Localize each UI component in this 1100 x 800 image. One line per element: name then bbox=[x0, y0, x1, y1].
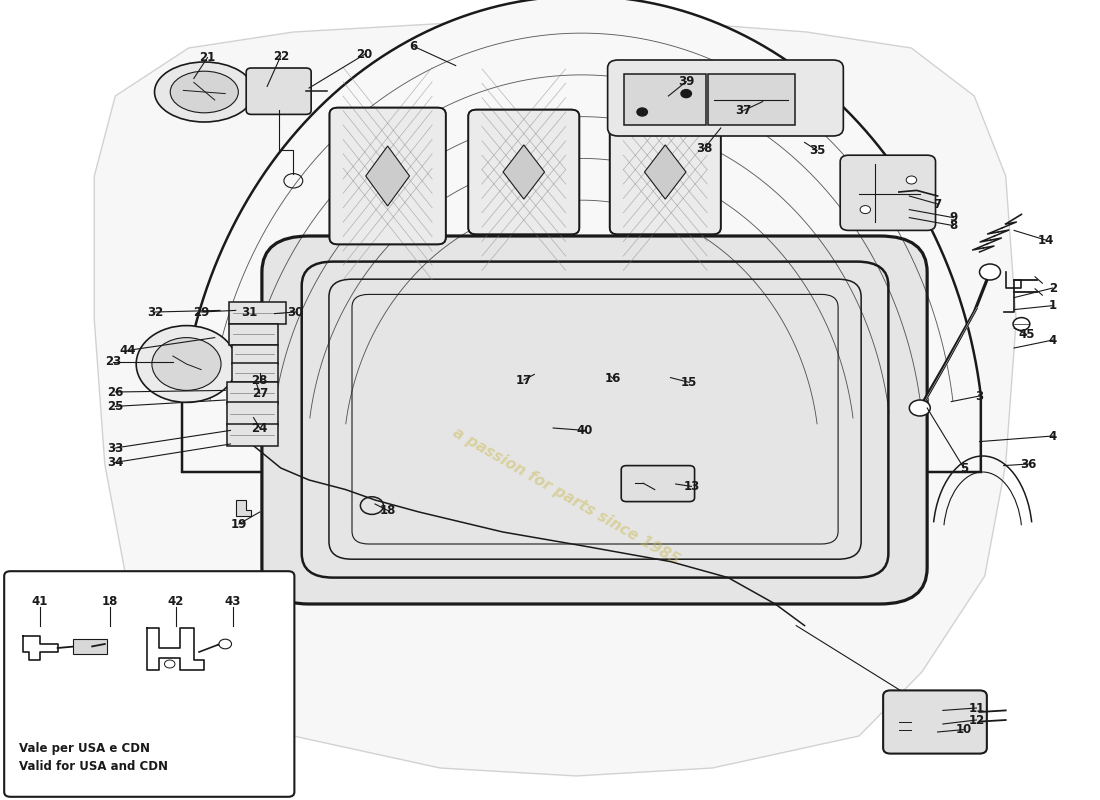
Circle shape bbox=[681, 90, 692, 98]
Text: 24: 24 bbox=[252, 422, 268, 434]
Text: 1: 1 bbox=[1048, 299, 1057, 312]
Text: 20: 20 bbox=[356, 48, 373, 61]
FancyBboxPatch shape bbox=[4, 571, 295, 797]
Text: 37: 37 bbox=[736, 104, 752, 117]
Text: 5: 5 bbox=[959, 462, 968, 474]
FancyBboxPatch shape bbox=[330, 108, 446, 245]
Text: 33: 33 bbox=[107, 442, 123, 454]
Text: 4: 4 bbox=[1048, 430, 1057, 442]
Text: 23: 23 bbox=[104, 355, 121, 368]
Text: 16: 16 bbox=[605, 372, 621, 385]
Text: 2: 2 bbox=[1048, 282, 1057, 294]
Polygon shape bbox=[503, 145, 544, 199]
Circle shape bbox=[1013, 318, 1030, 330]
Circle shape bbox=[860, 206, 870, 214]
Text: 27: 27 bbox=[252, 387, 268, 400]
Ellipse shape bbox=[170, 71, 239, 113]
Text: 43: 43 bbox=[224, 595, 241, 608]
Text: 45: 45 bbox=[1019, 328, 1035, 341]
Text: 6: 6 bbox=[409, 40, 418, 53]
Text: 32: 32 bbox=[147, 306, 163, 318]
Text: 4: 4 bbox=[1048, 334, 1057, 346]
Text: 39: 39 bbox=[678, 75, 694, 88]
Text: 19: 19 bbox=[231, 518, 248, 530]
FancyBboxPatch shape bbox=[228, 424, 277, 446]
Text: 38: 38 bbox=[696, 142, 712, 155]
Circle shape bbox=[165, 660, 175, 668]
Text: 10: 10 bbox=[956, 723, 972, 736]
Text: 21: 21 bbox=[199, 51, 216, 64]
Text: 34: 34 bbox=[107, 456, 123, 469]
Text: 9: 9 bbox=[949, 211, 957, 224]
FancyBboxPatch shape bbox=[708, 74, 795, 125]
Text: 41: 41 bbox=[32, 595, 48, 608]
Circle shape bbox=[136, 326, 236, 402]
Circle shape bbox=[979, 264, 1001, 280]
Polygon shape bbox=[235, 500, 252, 516]
Text: 13: 13 bbox=[683, 480, 700, 493]
Circle shape bbox=[910, 400, 931, 416]
Text: Valid for USA and CDN: Valid for USA and CDN bbox=[19, 760, 168, 773]
Polygon shape bbox=[95, 16, 1016, 776]
Polygon shape bbox=[365, 146, 409, 206]
Text: 42: 42 bbox=[168, 595, 184, 608]
FancyBboxPatch shape bbox=[840, 155, 935, 230]
Text: 36: 36 bbox=[1021, 458, 1037, 470]
Text: 12: 12 bbox=[968, 714, 984, 726]
Circle shape bbox=[637, 108, 648, 116]
Text: 7: 7 bbox=[934, 198, 942, 210]
Text: 28: 28 bbox=[252, 374, 268, 387]
Text: 25: 25 bbox=[107, 400, 123, 413]
Text: 11: 11 bbox=[968, 702, 984, 714]
Circle shape bbox=[906, 176, 916, 184]
Text: 44: 44 bbox=[120, 344, 136, 357]
FancyBboxPatch shape bbox=[231, 363, 277, 382]
Text: 26: 26 bbox=[107, 386, 123, 398]
FancyBboxPatch shape bbox=[230, 324, 277, 345]
FancyBboxPatch shape bbox=[74, 639, 107, 654]
Text: 40: 40 bbox=[576, 424, 593, 437]
Text: 17: 17 bbox=[516, 374, 532, 386]
Text: 18: 18 bbox=[379, 504, 396, 517]
Text: 18: 18 bbox=[102, 595, 118, 608]
FancyBboxPatch shape bbox=[230, 302, 286, 324]
Text: 31: 31 bbox=[241, 306, 257, 318]
Text: Vale per USA e CDN: Vale per USA e CDN bbox=[19, 742, 150, 755]
Text: 15: 15 bbox=[681, 376, 697, 389]
Text: 29: 29 bbox=[192, 306, 209, 318]
FancyBboxPatch shape bbox=[246, 68, 311, 114]
FancyBboxPatch shape bbox=[228, 402, 277, 425]
FancyBboxPatch shape bbox=[883, 690, 987, 754]
Circle shape bbox=[152, 338, 221, 390]
Text: 14: 14 bbox=[1037, 234, 1054, 246]
FancyBboxPatch shape bbox=[625, 74, 706, 125]
Polygon shape bbox=[645, 145, 686, 199]
Text: 35: 35 bbox=[808, 144, 825, 157]
Text: 22: 22 bbox=[273, 50, 289, 62]
FancyBboxPatch shape bbox=[607, 60, 844, 136]
FancyBboxPatch shape bbox=[469, 110, 580, 234]
FancyBboxPatch shape bbox=[621, 466, 694, 502]
Text: a passion for parts since 1985: a passion for parts since 1985 bbox=[450, 425, 682, 567]
Text: 8: 8 bbox=[949, 219, 957, 232]
Circle shape bbox=[219, 639, 231, 649]
FancyBboxPatch shape bbox=[228, 382, 277, 404]
Text: 30: 30 bbox=[287, 306, 304, 318]
Ellipse shape bbox=[154, 62, 254, 122]
FancyBboxPatch shape bbox=[231, 345, 277, 364]
FancyBboxPatch shape bbox=[262, 236, 927, 604]
Polygon shape bbox=[182, 0, 981, 472]
Text: 3: 3 bbox=[976, 390, 983, 402]
FancyBboxPatch shape bbox=[609, 110, 721, 234]
